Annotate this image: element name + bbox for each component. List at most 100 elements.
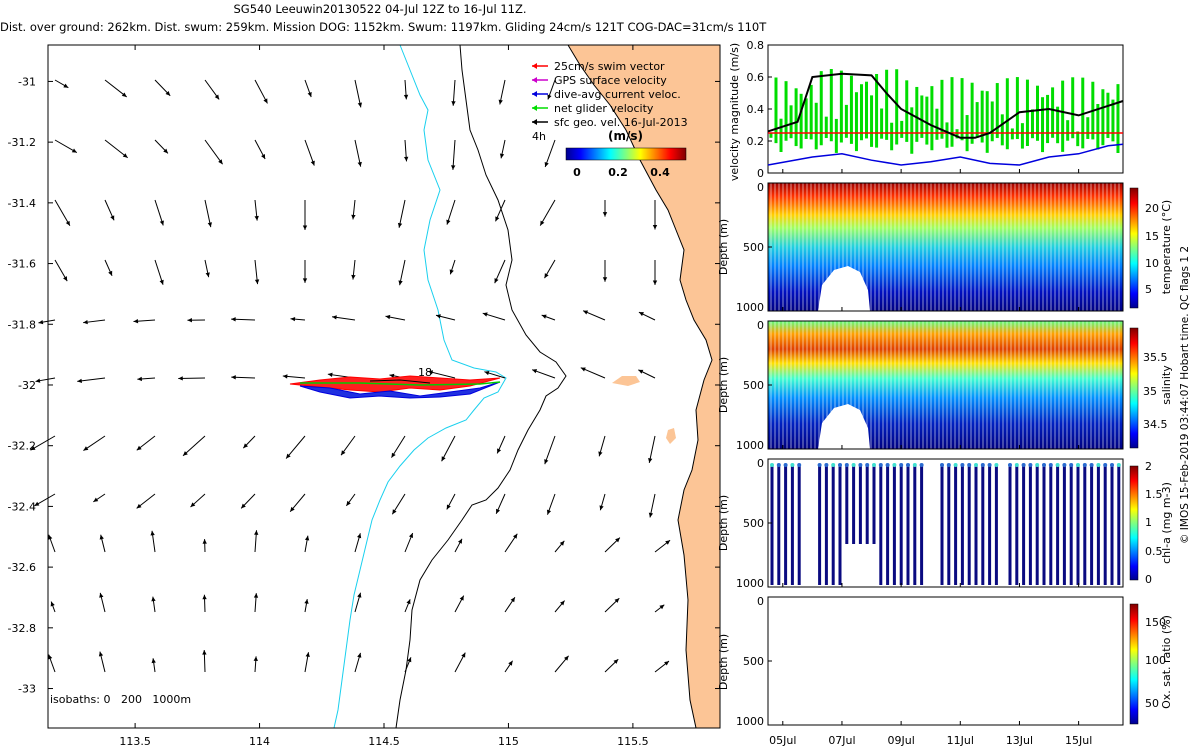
legend-label: GPS surface velocity bbox=[554, 74, 667, 87]
velocity-y-tick-label: 0.8 bbox=[747, 39, 765, 52]
time-tick-label: 09Jul bbox=[887, 734, 914, 747]
oxygen-cbar-tick: 150 bbox=[1145, 616, 1166, 629]
current-arrow bbox=[187, 318, 206, 323]
map-x-tick-label: 115 bbox=[498, 735, 519, 748]
depth-tick-label: 1000 bbox=[736, 577, 764, 590]
credit-text: © IMOS 15-Feb-2019 03:44:07 Hobart time.… bbox=[1179, 246, 1191, 544]
colorbar-tick: 0.4 bbox=[650, 166, 670, 179]
map-panel: 18 -31-31.2-31.4-31.6-31.8-32-32.2-32.4-… bbox=[8, 44, 721, 748]
figure-title: SG540 Leeuwin20130522 04-Jul 12Z to 16-J… bbox=[233, 2, 527, 16]
oxygen-colorbar bbox=[1129, 603, 1139, 725]
map-y-axis: -31 -31.2 -31.4 -31.6 -31.8 -32 -32.2 -32.4 -32.… bbox=[8, 75, 720, 696]
current-arrow bbox=[289, 493, 306, 513]
salinity-cbar-label: salinity bbox=[1160, 365, 1173, 405]
current-arrow bbox=[531, 369, 556, 379]
current-arrow bbox=[391, 435, 406, 458]
current-arrow bbox=[652, 260, 658, 285]
track-label: 18 bbox=[418, 366, 432, 379]
colorbar-tick: 0 bbox=[573, 166, 581, 179]
current-arrow bbox=[104, 199, 115, 221]
depth-tick-label: 0 bbox=[757, 457, 764, 470]
current-arrow bbox=[554, 655, 569, 673]
current-arrow bbox=[544, 435, 556, 465]
current-arrow bbox=[403, 79, 409, 100]
current-arrow bbox=[654, 604, 665, 613]
current-arrow bbox=[454, 652, 466, 673]
salinity-panel: 34.5 35 35.5 salinity 0 500 1000 Depth (m) bbox=[717, 319, 1173, 452]
current-arrow bbox=[454, 538, 463, 553]
current-arrow bbox=[494, 259, 506, 284]
island bbox=[612, 376, 640, 386]
current-arrow bbox=[154, 79, 171, 97]
current-arrow bbox=[304, 79, 312, 98]
current-arrow bbox=[302, 260, 308, 283]
legend-label: sfc geo. vel. 16-Jul-2013 bbox=[554, 116, 688, 129]
glider-track bbox=[289, 375, 501, 399]
current-arrow bbox=[446, 199, 456, 225]
chla-cbar-tick: 1.5 bbox=[1145, 488, 1163, 501]
map-x-axis: 113.5 114 114.5 115 115.5 bbox=[119, 45, 649, 748]
current-arrow bbox=[83, 435, 106, 451]
time-tick-label: 05Jul bbox=[769, 734, 796, 747]
current-arrow bbox=[404, 599, 411, 613]
current-arrow bbox=[482, 312, 506, 321]
temperature-y-label: Depth (m) bbox=[717, 219, 730, 275]
current-arrow bbox=[546, 493, 556, 515]
current-arrow bbox=[404, 657, 412, 673]
depth-tick-label: 1000 bbox=[736, 439, 764, 452]
current-arrow bbox=[231, 317, 256, 322]
current-arrow bbox=[150, 530, 156, 553]
current-arrow bbox=[354, 79, 363, 108]
map-y-tick-label: -33 bbox=[18, 683, 36, 696]
current-arrow bbox=[351, 199, 356, 220]
current-arrow bbox=[99, 592, 106, 613]
temperature-cbar-tick: 15 bbox=[1145, 230, 1159, 243]
depth-tick-label: 0 bbox=[757, 319, 764, 332]
current-arrow bbox=[638, 311, 656, 321]
depth-tick-label: 500 bbox=[743, 655, 764, 668]
chla-cbar-label: chl-a (mg m-3) bbox=[1160, 482, 1173, 564]
current-arrow bbox=[451, 79, 456, 106]
current-arrow bbox=[604, 658, 619, 673]
current-arrow bbox=[404, 139, 409, 162]
depth-tick-label: 0 bbox=[757, 181, 764, 194]
current-arrow bbox=[202, 539, 207, 553]
current-arrow bbox=[654, 660, 670, 673]
time-tick-label: 11Jul bbox=[947, 734, 974, 747]
current-arrow bbox=[133, 319, 156, 324]
current-arrow bbox=[354, 139, 362, 167]
map-y-tick-label: -31.2 bbox=[8, 136, 36, 149]
geostrophic-vector-field bbox=[30, 79, 671, 673]
depth-tick-label: 500 bbox=[743, 379, 764, 392]
current-arrow bbox=[495, 199, 506, 222]
current-arrow bbox=[544, 259, 556, 279]
current-arrow bbox=[254, 530, 259, 553]
current-arrow bbox=[340, 435, 356, 456]
current-arrow bbox=[104, 79, 128, 98]
current-arrow bbox=[385, 314, 406, 321]
velocity-series-line bbox=[767, 143, 1124, 166]
current-arrow bbox=[54, 199, 71, 227]
current-arrow bbox=[285, 435, 306, 459]
current-arrow bbox=[204, 199, 212, 228]
current-arrow bbox=[304, 535, 310, 553]
map-y-tick-label: -32 bbox=[18, 379, 36, 392]
temperature-cbar-label: temperature (°C) bbox=[1160, 200, 1173, 294]
legend-label: net glider velocity bbox=[554, 102, 654, 115]
current-arrow bbox=[484, 370, 506, 379]
map-y-tick-label: -31 bbox=[18, 75, 36, 88]
current-arrow bbox=[602, 260, 608, 282]
land-area bbox=[568, 45, 720, 728]
isobaths-label: isobaths: 0 200 1000m bbox=[50, 693, 191, 706]
map-y-tick-label: -32.8 bbox=[8, 622, 36, 635]
depth-tick-label: 500 bbox=[743, 517, 764, 530]
temperature-cbar-tick: 20 bbox=[1145, 202, 1159, 215]
current-arrow bbox=[204, 139, 223, 165]
current-arrow bbox=[204, 259, 210, 278]
map-y-tick-label: -32.4 bbox=[8, 500, 36, 513]
current-arrow bbox=[554, 540, 565, 553]
current-arrow bbox=[104, 259, 113, 276]
current-arrow bbox=[151, 596, 156, 613]
